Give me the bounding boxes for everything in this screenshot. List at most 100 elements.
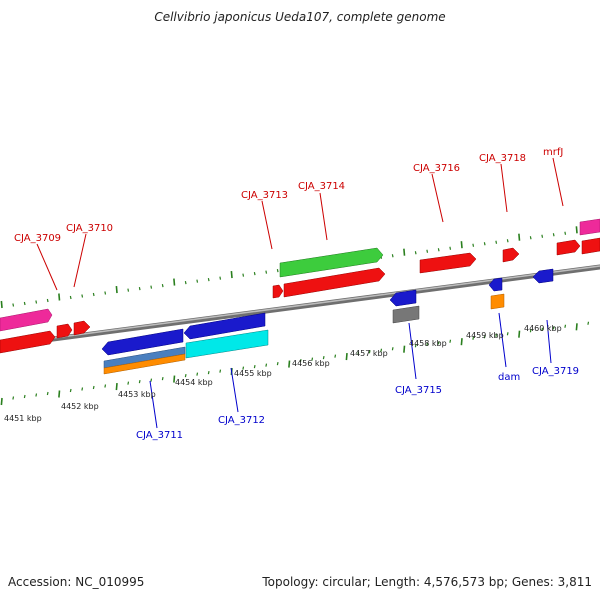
upper-tick-track xyxy=(0,226,590,309)
kbp-label: 4453 kbp xyxy=(118,390,156,399)
minor-tick xyxy=(150,285,153,289)
gene-label-cja-3712[interactable]: CJA_3712 xyxy=(218,415,265,426)
gene-feature-cja-3713[interactable] xyxy=(272,284,284,299)
major-tick xyxy=(575,323,578,331)
minor-tick xyxy=(138,286,141,291)
minor-tick xyxy=(219,369,222,373)
minor-tick xyxy=(104,291,107,295)
gene-label-cja-3718[interactable]: CJA_3718 xyxy=(479,153,526,164)
kbp-label: 4458 kbp xyxy=(409,339,447,348)
gene-feature-cja-3716[interactable] xyxy=(419,252,477,274)
kbp-label: 4455 kbp xyxy=(234,369,272,378)
gene-feature-cja-3714[interactable] xyxy=(283,267,386,298)
minor-tick xyxy=(529,329,532,333)
leader-cja-3713 xyxy=(261,200,273,250)
minor-tick xyxy=(276,361,279,366)
major-tick xyxy=(58,390,61,398)
gene-feature-orange-small[interactable] xyxy=(490,293,505,310)
major-tick xyxy=(403,345,406,353)
kbp-label: 4454 kbp xyxy=(175,378,213,387)
minor-tick xyxy=(23,394,26,399)
gene-feature-green[interactable] xyxy=(279,247,384,278)
minor-tick xyxy=(253,364,256,369)
gene-feature-cja-3718[interactable] xyxy=(502,247,520,263)
forward-label-layer: CJA_3709 CJA_3710 CJA_3713 CJA_3714 CJA_… xyxy=(14,147,564,291)
leader-cja-3718 xyxy=(500,163,508,213)
minor-tick xyxy=(81,294,84,298)
minor-tick xyxy=(265,363,268,367)
major-tick xyxy=(173,278,176,286)
gene-label-dam[interactable]: dam xyxy=(498,372,520,383)
gene-feature-cja-3712[interactable] xyxy=(183,312,266,340)
gene-label-cja-3709[interactable]: CJA_3709 xyxy=(14,233,61,244)
gene-feature-mrfj[interactable] xyxy=(556,239,581,256)
minor-tick xyxy=(564,231,567,235)
minor-tick xyxy=(334,354,337,358)
minor-tick xyxy=(380,348,383,352)
major-tick xyxy=(345,353,348,361)
minor-tick xyxy=(472,336,475,340)
gene-label-cja-3716[interactable]: CJA_3716 xyxy=(413,163,460,174)
minor-tick xyxy=(311,357,314,361)
gene-label-cja-3711[interactable]: CJA_3711 xyxy=(136,430,183,441)
gene-feature-pink-right[interactable] xyxy=(579,218,600,236)
leader-cja-3715 xyxy=(408,322,417,380)
minor-tick xyxy=(552,326,555,330)
major-tick xyxy=(58,293,61,301)
minor-tick xyxy=(322,355,325,360)
gene-label-cja-3714[interactable]: CJA_3714 xyxy=(298,181,345,192)
leader-cja-3712 xyxy=(230,367,239,413)
minor-tick xyxy=(92,292,95,297)
gene-label-cja-3719[interactable]: CJA_3719 xyxy=(532,366,579,377)
gene-feature-small-red-1[interactable] xyxy=(56,323,73,339)
gene-label-cja-3715[interactable]: CJA_3715 xyxy=(395,385,442,396)
major-tick xyxy=(173,375,176,383)
minor-tick xyxy=(138,379,141,384)
minor-tick xyxy=(426,249,429,253)
leader-cja-3714 xyxy=(319,192,328,241)
minor-tick xyxy=(207,277,210,282)
gene-feature-cja-3709[interactable] xyxy=(0,330,56,354)
minor-tick xyxy=(127,288,130,292)
minor-tick xyxy=(265,270,268,274)
minor-tick xyxy=(276,268,279,273)
gene-feature-cja-3715[interactable] xyxy=(389,289,417,307)
minor-tick xyxy=(541,327,544,331)
gene-feature-pink-left[interactable] xyxy=(0,308,53,332)
gene-feature-cja-3719[interactable] xyxy=(532,268,554,284)
minor-tick xyxy=(69,388,72,393)
minor-tick xyxy=(23,301,26,306)
minor-tick xyxy=(81,387,84,391)
minor-tick xyxy=(150,378,153,382)
gene-feature-grey[interactable] xyxy=(392,305,420,324)
gene-label-cja-3713[interactable]: CJA_3713 xyxy=(241,190,288,201)
gene-label-cja-3710[interactable]: CJA_3710 xyxy=(66,223,113,234)
minor-tick xyxy=(414,251,417,255)
minor-tick xyxy=(161,283,164,288)
major-tick xyxy=(518,233,521,241)
reverse-label-layer: CJA_3711 CJA_3712 CJA_3715 dam CJA_3719 xyxy=(136,312,579,441)
forward-features xyxy=(0,218,600,354)
gene-label-mrfj[interactable]: mrfJ xyxy=(543,147,563,158)
kbp-label: 4456 kbp xyxy=(292,359,330,368)
genome-stats-text: Topology: circular; Length: 4,576,573 bp… xyxy=(262,575,592,589)
gene-feature-dam[interactable] xyxy=(488,277,503,292)
leader-mrfj xyxy=(552,157,564,207)
gene-feature-red-right[interactable] xyxy=(581,237,600,255)
gene-feature-cyan[interactable] xyxy=(185,329,269,359)
gene-feature-cja-3711[interactable] xyxy=(101,328,184,356)
minor-tick xyxy=(414,344,417,348)
minor-tick xyxy=(92,385,95,390)
minor-tick xyxy=(69,295,72,300)
minor-tick xyxy=(161,376,164,381)
kbp-label: 4457 kbp xyxy=(350,349,388,358)
genome-backbone-highlight xyxy=(0,265,600,346)
gene-feature-cja-3710[interactable] xyxy=(73,320,91,336)
minor-tick xyxy=(483,242,486,246)
major-tick xyxy=(230,271,233,279)
leader-cja-3709 xyxy=(36,243,58,291)
minor-tick xyxy=(35,300,38,304)
minor-tick xyxy=(184,280,187,285)
minor-tick xyxy=(46,391,49,396)
gene-feature-orange[interactable] xyxy=(103,353,186,375)
